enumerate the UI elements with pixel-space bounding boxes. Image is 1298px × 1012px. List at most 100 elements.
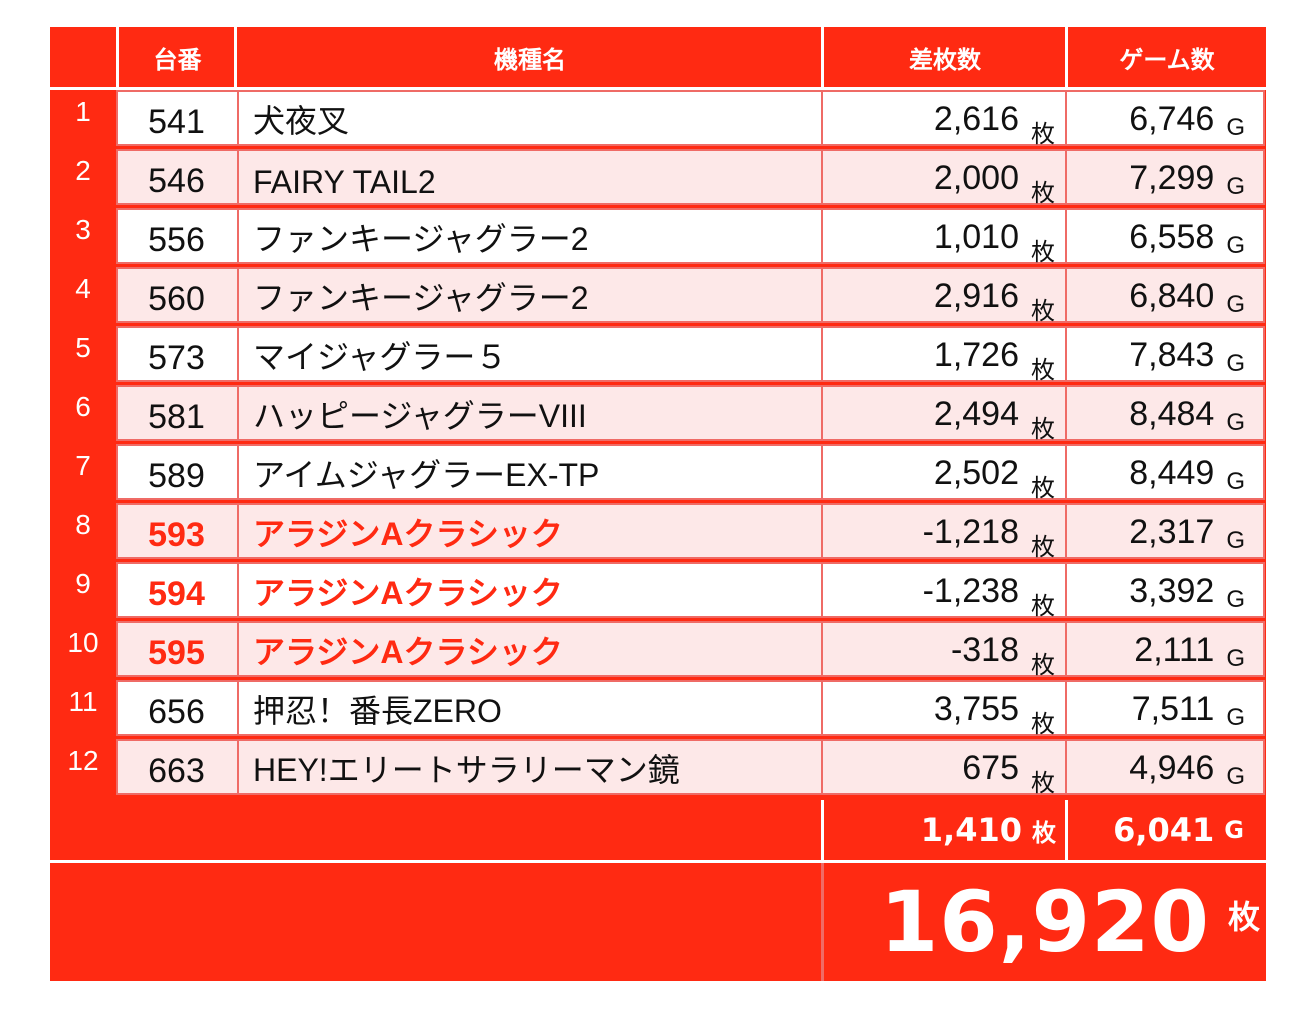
table-row: 11 656 押忍！番長ZERO 3,755 枚 7,511 G <box>50 680 1266 738</box>
diff-unit: 枚 <box>1031 474 1055 502</box>
games-unit: G <box>1226 291 1245 318</box>
diff-unit: 枚 <box>1031 651 1055 679</box>
table-row: 12 663 HEY!エリートサラリーマン鏡 675 枚 4,946 G <box>50 739 1266 797</box>
average-games: 6,041 G <box>1068 800 1244 860</box>
machine-number: 595 <box>148 634 205 672</box>
diff-value: 2,616 <box>933 100 1019 138</box>
diff-unit: 枚 <box>1031 769 1055 797</box>
rank-number: 1 <box>75 96 91 127</box>
diff-value: 1,010 <box>933 218 1019 256</box>
diff-cell: 2,494 枚 <box>825 387 1067 443</box>
table-row: 4 560 ファンキージャグラー2 2,916 枚 6,840 G <box>50 267 1266 325</box>
row-cells: 589 アイムジャグラーEX-TP 2,502 枚 8,449 G <box>116 444 1265 502</box>
diff-cell: -1,238 枚 <box>825 564 1067 620</box>
diff-value: 2,494 <box>933 395 1019 433</box>
games-value: 8,449 <box>1129 454 1215 492</box>
machine-number: 594 <box>148 575 205 613</box>
diff-cell: 2,502 枚 <box>825 446 1067 502</box>
diff-value: 2,000 <box>933 159 1019 197</box>
games-cell: 6,746 G <box>1069 92 1265 144</box>
games-cell: 7,299 G <box>1069 151 1265 203</box>
average-diff: 1,410 枚 <box>824 800 1056 860</box>
row-cells: 656 押忍！番長ZERO 3,755 枚 7,511 G <box>116 680 1265 738</box>
model-name: ファンキージャグラー2 <box>237 269 823 321</box>
model-name: HEY!エリートサラリーマン鏡 <box>237 741 823 793</box>
diff-value: 2,916 <box>933 277 1019 315</box>
games-value: 2,317 <box>1129 513 1215 551</box>
row-cells: 663 HEY!エリートサラリーマン鏡 675 枚 4,946 G <box>116 739 1265 797</box>
rank-number: 2 <box>75 155 91 186</box>
rank-number: 3 <box>75 214 91 245</box>
total-diff-unit: 枚 <box>1227 898 1260 936</box>
row-cells: 546 FAIRY TAIL2 2,000 枚 7,299 G <box>116 149 1265 207</box>
games-value: 7,843 <box>1129 336 1215 374</box>
games-cell: 2,111 G <box>1069 623 1265 675</box>
diff-cell: 3,755 枚 <box>825 682 1067 738</box>
model-name: ファンキージャグラー2 <box>237 210 823 262</box>
model-name: FAIRY TAIL2 <box>237 151 823 203</box>
table-row: 5 573 マイジャグラー５ 1,726 枚 7,843 G <box>50 326 1266 384</box>
games-cell: 4,946 G <box>1069 741 1265 793</box>
row-cells: 573 マイジャグラー５ 1,726 枚 7,843 G <box>116 326 1265 384</box>
machine-number: 541 <box>148 103 205 141</box>
diff-unit: 枚 <box>1031 592 1055 620</box>
diff-value: -1,218 <box>922 513 1019 551</box>
diff-unit: 枚 <box>1031 533 1055 561</box>
diff-cell: 2,000 枚 <box>825 151 1067 207</box>
games-unit: G <box>1226 468 1245 495</box>
diff-cell: 1,010 枚 <box>825 210 1067 266</box>
rank-number: 6 <box>75 391 91 422</box>
games-unit: G <box>1226 232 1245 259</box>
diff-unit: 枚 <box>1031 710 1055 738</box>
games-cell: 3,392 G <box>1069 564 1265 616</box>
header-divider <box>234 27 237 87</box>
header-divider <box>1065 27 1068 87</box>
header-games: ゲーム数 <box>1119 45 1215 74</box>
rank-number: 4 <box>75 273 91 304</box>
model-name: 犬夜叉 <box>237 92 823 144</box>
diff-unit: 枚 <box>1031 120 1055 148</box>
rank-number: 12 <box>67 745 99 776</box>
diff-value: 3,755 <box>933 690 1019 728</box>
divider <box>1065 800 1068 860</box>
machine-number: 656 <box>148 693 205 731</box>
diff-cell: 675 枚 <box>825 741 1067 797</box>
row-cells: 556 ファンキージャグラー2 1,010 枚 6,558 G <box>116 208 1265 266</box>
diff-unit: 枚 <box>1031 179 1055 207</box>
total-top-line <box>50 860 1266 863</box>
games-cell: 8,484 G <box>1069 387 1265 439</box>
table-row: 10 595 アラジンAクラシック -318 枚 2,111 G <box>50 621 1266 679</box>
header-divider <box>821 27 824 87</box>
header-diff: 差枚数 <box>909 45 981 74</box>
row-cells: 594 アラジンAクラシック -1,238 枚 3,392 G <box>116 562 1265 620</box>
games-unit: G <box>1226 645 1245 672</box>
games-cell: 6,558 G <box>1069 210 1265 262</box>
table-row: 7 589 アイムジャグラーEX-TP 2,502 枚 8,449 G <box>50 444 1266 502</box>
model-name: マイジャグラー５ <box>237 328 823 380</box>
diff-value: 675 <box>962 749 1019 787</box>
divider <box>821 800 824 860</box>
machine-number: 556 <box>148 221 205 259</box>
games-value: 2,111 <box>1134 631 1215 669</box>
table-row: 9 594 アラジンAクラシック -1,238 枚 3,392 G <box>50 562 1266 620</box>
games-cell: 8,449 G <box>1069 446 1265 498</box>
machine-number: 589 <box>148 457 205 495</box>
games-unit: G <box>1226 586 1245 613</box>
diff-value: 2,502 <box>933 454 1019 492</box>
divider <box>821 863 824 981</box>
machine-number: 546 <box>148 162 205 200</box>
diff-value: 1,726 <box>933 336 1019 374</box>
average-row: 1,410 枚 6,041 G <box>50 800 1266 860</box>
machine-number: 663 <box>148 752 205 790</box>
diff-cell: 1,726 枚 <box>825 328 1067 384</box>
diff-unit: 枚 <box>1031 238 1055 266</box>
header-machine-no: 台番 <box>153 45 202 74</box>
model-name: アラジンAクラシック <box>237 623 823 675</box>
diff-cell: 2,916 枚 <box>825 269 1067 325</box>
rank-number: 5 <box>75 332 91 363</box>
table-row: 2 546 FAIRY TAIL2 2,000 枚 7,299 G <box>50 149 1266 207</box>
model-name: アラジンAクラシック <box>237 564 823 616</box>
table-row: 3 556 ファンキージャグラー2 1,010 枚 6,558 G <box>50 208 1266 266</box>
games-cell: 6,840 G <box>1069 269 1265 321</box>
average-diff-value: 1,410 <box>920 811 1022 849</box>
